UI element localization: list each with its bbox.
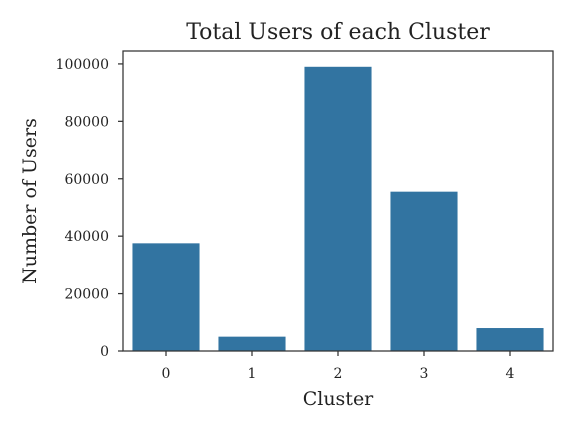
bars-layer: [132, 66, 544, 351]
y-tick-label: 100000: [56, 57, 109, 73]
bar-cluster-4: [476, 328, 544, 351]
x-tick-label: 0: [162, 366, 171, 382]
y-tick-label: 0: [100, 344, 109, 360]
x-tick-label: 3: [420, 366, 429, 382]
bar-cluster-1: [218, 336, 286, 351]
y-tick-label: 80000: [64, 114, 109, 130]
ticks-layer: 0 1 2 3 4 0 20000 40000 60000 80000 100000: [56, 57, 515, 382]
y-axis-label: Number of Users: [19, 118, 41, 284]
x-axis-label: Cluster: [303, 388, 374, 410]
y-tick-label: 20000: [64, 287, 109, 303]
x-tick-label: 1: [248, 366, 257, 382]
x-tick-label: 2: [334, 366, 343, 382]
bar-cluster-2: [304, 66, 372, 351]
y-tick-label: 40000: [64, 229, 109, 245]
chart-title: Total Users of each Cluster: [186, 20, 490, 45]
plot-frame: [122, 50, 554, 352]
x-tick-label: 4: [506, 366, 515, 382]
bar-cluster-3: [390, 191, 458, 351]
bar-cluster-0: [132, 243, 200, 351]
y-tick-label: 60000: [64, 172, 109, 188]
